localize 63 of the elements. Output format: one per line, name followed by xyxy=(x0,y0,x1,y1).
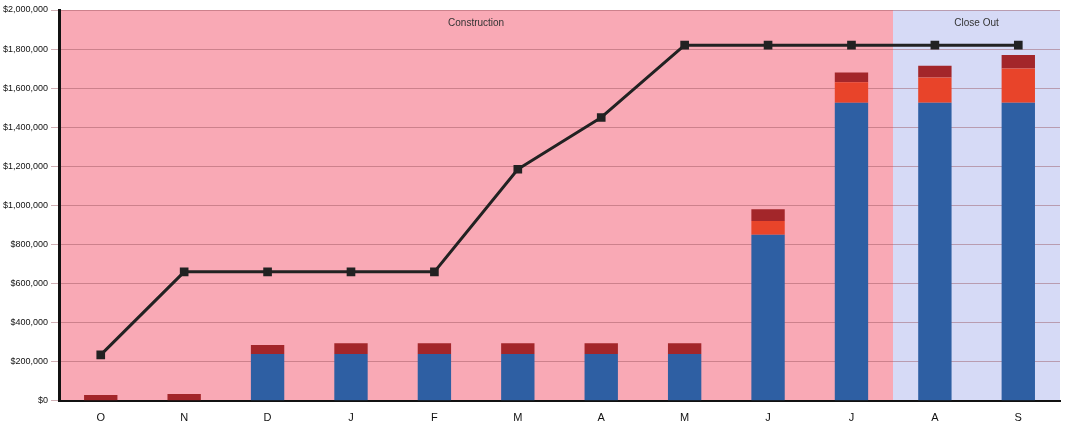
bar xyxy=(334,343,368,354)
point xyxy=(430,267,439,277)
bar xyxy=(584,343,618,354)
point xyxy=(179,267,189,277)
bar xyxy=(334,353,368,401)
bar xyxy=(834,102,869,401)
bar xyxy=(918,65,952,78)
y-tick-label: $800,000 xyxy=(10,238,49,249)
point xyxy=(680,40,689,50)
x-tick-label: N xyxy=(180,411,189,424)
y-tick-label: $0 xyxy=(38,395,49,406)
y-tick-label: $600,000 xyxy=(10,278,49,289)
x-tick-label: M xyxy=(680,411,690,424)
bar xyxy=(751,221,785,235)
y-tick-label: $1,000,000 xyxy=(3,199,49,210)
bar xyxy=(250,345,285,354)
y-tick-label: $400,000 xyxy=(10,317,49,328)
point xyxy=(847,40,856,50)
point xyxy=(1013,40,1023,50)
y-tick-label: $1,400,000 xyxy=(3,121,49,132)
annotation: Construction xyxy=(448,16,505,28)
bar xyxy=(417,343,452,354)
x-tick-label: A xyxy=(931,411,940,424)
point xyxy=(930,40,940,50)
y-tick-label: $1,200,000 xyxy=(3,160,49,171)
bar xyxy=(918,77,952,103)
bar xyxy=(167,393,201,401)
point xyxy=(96,350,106,360)
x-tick-label: O xyxy=(96,411,106,424)
bar xyxy=(751,234,785,401)
bar xyxy=(751,209,785,222)
bar xyxy=(918,102,952,401)
x-tick-label: J xyxy=(848,411,855,424)
annotation: Close Out xyxy=(954,16,1000,28)
point xyxy=(346,267,356,277)
bar xyxy=(584,353,618,401)
bar xyxy=(501,343,535,354)
y-tick-label: $1,800,000 xyxy=(3,43,49,54)
bar xyxy=(834,72,869,83)
bar xyxy=(417,353,452,401)
x-tick-label: J xyxy=(765,411,771,424)
x-tick-label: M xyxy=(513,411,523,424)
y-tick-label: $2,000,000 xyxy=(3,4,49,15)
point xyxy=(513,164,523,174)
x-tick-label: S xyxy=(1014,411,1022,424)
x-tick-label: D xyxy=(263,411,272,424)
bar xyxy=(501,353,535,401)
x-tick-label: F xyxy=(431,411,439,424)
bar xyxy=(667,353,702,401)
bar xyxy=(667,343,702,354)
y-tick-label: $200,000 xyxy=(10,356,49,367)
bar xyxy=(1001,68,1035,103)
y-tick-label: $1,600,000 xyxy=(3,82,49,93)
x-tick-label: A xyxy=(597,411,606,424)
point xyxy=(596,113,606,122)
bar xyxy=(250,353,285,401)
x-tick-label: J xyxy=(348,411,354,424)
bar xyxy=(1001,102,1035,401)
point xyxy=(763,40,773,50)
bar xyxy=(1001,54,1035,69)
bar xyxy=(84,394,118,401)
bar xyxy=(834,82,869,103)
point xyxy=(263,267,272,277)
